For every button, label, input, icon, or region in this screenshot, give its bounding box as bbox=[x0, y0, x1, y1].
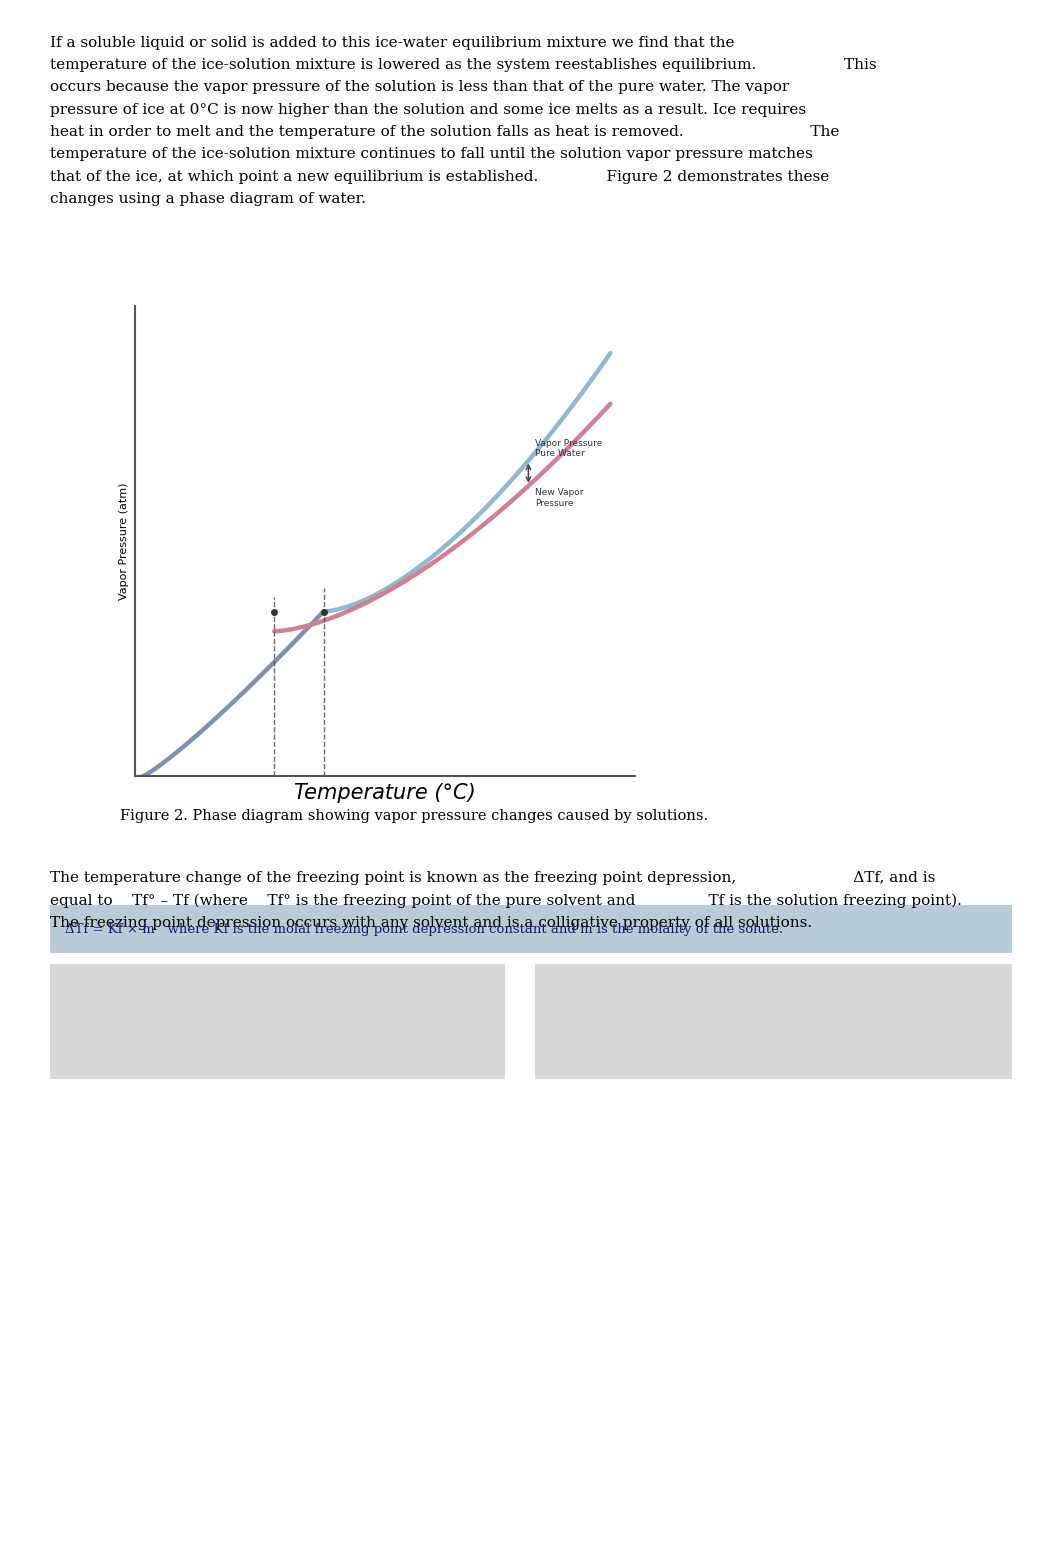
Text: Vapor Pressure
Pure Water: Vapor Pressure Pure Water bbox=[535, 439, 602, 459]
Text: The temperature change of the freezing point is known as the freezing point depr: The temperature change of the freezing p… bbox=[50, 871, 962, 930]
Text: Figure 2. Phase diagram showing vapor pressure changes caused by solutions.: Figure 2. Phase diagram showing vapor pr… bbox=[120, 809, 708, 823]
Text: ΔTf = Kf × m   where Kf is the molal freezing point depression constant and m is: ΔTf = Kf × m where Kf is the molal freez… bbox=[65, 923, 783, 935]
Text: New Vapor
Pressure: New Vapor Pressure bbox=[535, 489, 583, 507]
Bar bbox=[50, 905, 1012, 954]
X-axis label: Temperature (°C): Temperature (°C) bbox=[294, 784, 476, 802]
Bar bbox=[535, 965, 1012, 1079]
Bar bbox=[50, 965, 506, 1079]
Y-axis label: Vapor Pressure (atm): Vapor Pressure (atm) bbox=[119, 482, 130, 599]
Text: If a soluble liquid or solid is added to this ice-water equilibrium mixture we f: If a soluble liquid or solid is added to… bbox=[50, 36, 876, 206]
